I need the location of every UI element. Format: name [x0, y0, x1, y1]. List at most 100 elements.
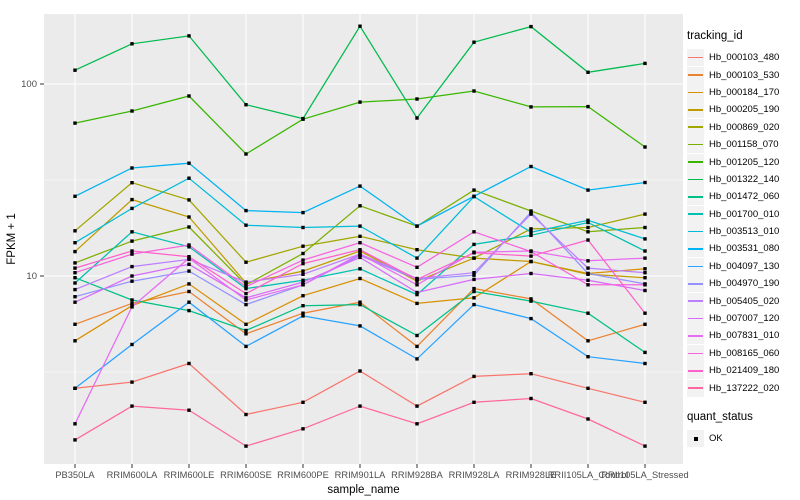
data-point [472, 286, 476, 291]
data-point [643, 267, 647, 271]
data-point [415, 277, 419, 282]
data-point [187, 243, 191, 247]
x-tick-label: RRIM600PE [277, 470, 329, 480]
legend-entry-Hb_001322_140: Hb_001322_140 [687, 170, 799, 188]
data-point [130, 181, 134, 185]
data-point [586, 259, 590, 263]
legend-entry-label: Hb_003513_010 [709, 226, 780, 238]
data-point [472, 89, 476, 93]
data-point [415, 344, 419, 349]
data-point [187, 262, 191, 266]
data-point [529, 372, 533, 376]
legend-entry-label: Hb_004097_130 [709, 260, 780, 272]
data-point [358, 404, 362, 408]
legend-entry-label: Hb_007831_010 [709, 330, 780, 342]
y-tick-label: 10 [26, 271, 37, 282]
data-point [73, 295, 77, 299]
data-point [130, 279, 134, 283]
legend-key-square-icon [687, 430, 704, 447]
data-point [643, 283, 647, 287]
legend-entry-label: Hb_000103_480 [709, 52, 780, 64]
data-point [358, 24, 362, 28]
legend-key-line-icon [687, 101, 704, 119]
data-point [472, 302, 476, 307]
data-point [301, 311, 305, 315]
x-tick-label: PB350LA [55, 470, 95, 480]
data-point [73, 229, 77, 233]
data-point [244, 291, 248, 296]
legend-key-line-icon [687, 275, 704, 293]
data-point [586, 230, 590, 234]
data-point [358, 241, 362, 245]
legend-entry-label: Hb_000184_170 [709, 86, 780, 98]
data-point [472, 242, 476, 247]
data-point [244, 298, 248, 302]
data-point [130, 206, 134, 211]
data-point [643, 322, 647, 326]
data-point [73, 241, 77, 245]
legend-entry-ok: OK [687, 430, 799, 447]
data-point [301, 400, 305, 404]
data-point [301, 261, 305, 266]
data-point [73, 300, 77, 304]
legend-entry-label: Hb_021409_180 [709, 365, 780, 377]
legend-entry-Hb_008165_060: Hb_008165_060 [687, 344, 799, 362]
data-point [472, 251, 476, 255]
data-point [244, 208, 248, 213]
data-point [187, 361, 191, 366]
data-point [586, 283, 590, 287]
data-point [472, 194, 476, 198]
legend-entry-Hb_001700_010: Hb_001700_010 [687, 205, 799, 223]
data-point [643, 271, 647, 275]
legend-entry-label: Hb_008165_060 [709, 347, 780, 359]
data-point [643, 145, 647, 149]
data-point [73, 281, 77, 285]
data-point [415, 422, 419, 426]
legend-entry-Hb_000869_020: Hb_000869_020 [687, 118, 799, 136]
data-point [187, 308, 191, 313]
y-tick-label: 100 [21, 79, 37, 90]
data-point [73, 194, 77, 198]
data-point [187, 282, 191, 286]
legend-entry-label: OK [709, 433, 723, 444]
data-point [130, 264, 134, 269]
data-point [130, 252, 134, 256]
data-point [301, 294, 305, 298]
data-point [301, 225, 305, 230]
data-point [472, 400, 476, 404]
legend-key-line-icon [687, 136, 704, 154]
legend-entry-Hb_001472_060: Hb_001472_060 [687, 188, 799, 206]
data-point [586, 218, 590, 222]
data-point [358, 267, 362, 271]
data-point [358, 248, 362, 252]
data-point [643, 350, 647, 355]
data-point [586, 355, 590, 359]
legend-entry-Hb_000103_530: Hb_000103_530 [687, 66, 799, 84]
legend-quant-status: quant_status OK [687, 411, 799, 447]
legend-key-line-icon [687, 188, 704, 206]
data-point [529, 233, 533, 237]
legend-entry-label: Hb_137222_020 [709, 382, 780, 394]
data-point [643, 276, 647, 280]
data-point [73, 287, 77, 292]
legend-key-line-icon [687, 66, 704, 84]
data-point [586, 188, 590, 192]
data-point [643, 288, 647, 293]
data-point [130, 298, 134, 302]
legend-entry-label: Hb_003531_080 [709, 243, 780, 255]
data-point [529, 227, 533, 231]
data-point [187, 255, 191, 259]
data-point [244, 283, 248, 287]
legend-entry-Hb_003513_010: Hb_003513_010 [687, 223, 799, 241]
data-point [472, 289, 476, 294]
data-point [529, 210, 533, 214]
x-axis-title: sample_name [327, 484, 399, 496]
data-point [529, 271, 533, 276]
data-point [586, 220, 590, 225]
data-point [130, 239, 134, 243]
data-point [244, 444, 248, 448]
data-point [130, 42, 134, 46]
data-point [643, 444, 647, 448]
data-point [415, 404, 419, 408]
